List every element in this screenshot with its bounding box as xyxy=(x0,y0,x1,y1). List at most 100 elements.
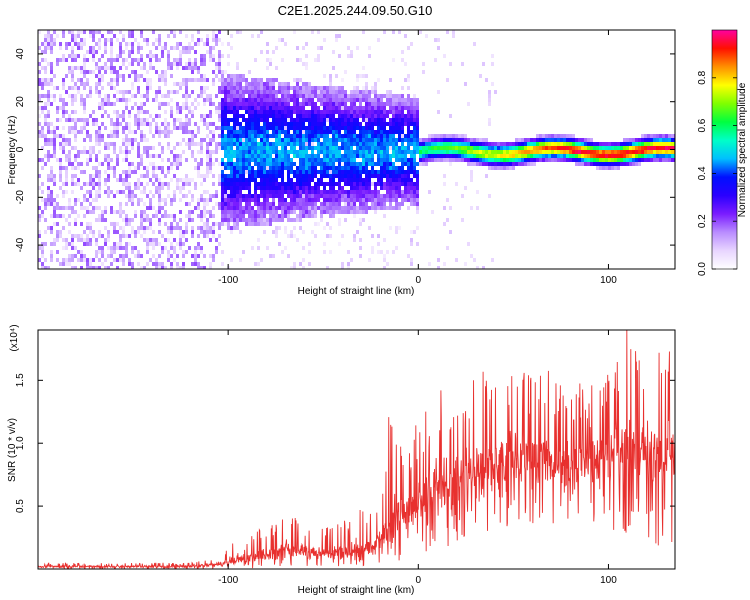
spectrogram-cell xyxy=(398,150,401,154)
spectrogram-cell xyxy=(305,190,308,194)
spectrogram-cell xyxy=(251,126,254,130)
spectrogram-cell xyxy=(338,98,341,102)
spectrogram-cell xyxy=(131,226,134,230)
spectrogram-cell xyxy=(605,150,608,154)
spectrogram-cell xyxy=(200,142,203,146)
spectrogram-cell xyxy=(401,106,404,110)
spectrogram-cell xyxy=(110,210,113,214)
spectrogram-cell xyxy=(512,146,515,150)
spectrogram-cell xyxy=(176,82,179,86)
spectrogram-cell xyxy=(320,46,323,50)
spectrogram-cell xyxy=(647,138,650,142)
spectrogram-cell xyxy=(98,250,101,254)
spectrogram-cell xyxy=(122,126,125,130)
spectrogram-cell xyxy=(395,174,398,178)
spectrogram-cell xyxy=(113,130,116,134)
spectrogram-cell xyxy=(668,138,671,142)
spectrogram-cell xyxy=(392,174,395,178)
spectrogram-cell xyxy=(146,182,149,186)
spectrogram-cell xyxy=(71,50,74,54)
spectrogram-cell xyxy=(275,206,278,210)
spectrogram-cell xyxy=(389,134,392,138)
spectrogram-cell xyxy=(263,230,266,234)
spectrogram-cell xyxy=(56,58,59,62)
spectrogram-cell xyxy=(536,158,539,162)
spectrogram-cell xyxy=(104,102,107,106)
spectrogram-cell xyxy=(137,142,140,146)
spectrogram-cell xyxy=(518,142,521,146)
spectrogram-cell xyxy=(158,38,161,42)
spectrogram-cell xyxy=(365,114,368,118)
spectrogram-cell xyxy=(203,226,206,230)
spectrogram-cell xyxy=(392,114,395,118)
spectrogram-cell xyxy=(284,186,287,190)
spectrogram-cell xyxy=(98,182,101,186)
spectrogram-cell xyxy=(347,202,350,206)
spectrogram-cell xyxy=(221,82,224,86)
spectrogram-cell xyxy=(53,134,56,138)
spectrogram-cell xyxy=(41,246,44,250)
spectrogram-cell xyxy=(317,142,320,146)
spectrogram-cell xyxy=(194,98,197,102)
spectrogram-cell xyxy=(170,74,173,78)
spectrogram-cell xyxy=(125,66,128,70)
spectrogram-cell xyxy=(662,138,665,142)
spectrogram-cell xyxy=(542,146,545,150)
spectrogram-cell xyxy=(383,142,386,146)
spectrogram-cell xyxy=(524,158,527,162)
spectrogram-cell xyxy=(392,122,395,126)
spectrogram-cell xyxy=(557,150,560,154)
spectrogram-cell xyxy=(368,118,371,122)
spectrogram-cell xyxy=(389,162,392,166)
spectrogram-cell xyxy=(356,126,359,130)
spectrogram-cell xyxy=(455,158,458,162)
spectrogram-cell xyxy=(296,122,299,126)
spectrogram-cell xyxy=(104,98,107,102)
spectrogram-cell xyxy=(77,162,80,166)
spectrogram-cell xyxy=(242,134,245,138)
spectrogram-cell xyxy=(167,166,170,170)
spectrogram-cell xyxy=(248,174,251,178)
spectrogram-cell xyxy=(134,118,137,122)
spectrogram-cell xyxy=(308,182,311,186)
spectrogram-cell xyxy=(407,102,410,106)
spectrogram-cell xyxy=(230,166,233,170)
spectrogram-cell xyxy=(431,150,434,154)
spectrogram-cell xyxy=(80,266,83,269)
spectrogram-cell xyxy=(125,122,128,126)
spectrogram-cell xyxy=(398,122,401,126)
spectrogram-cell xyxy=(305,186,308,190)
spectrogram-cell xyxy=(377,134,380,138)
spectrogram-cell xyxy=(89,146,92,150)
spectrogram-cell xyxy=(485,78,488,82)
spectrogram-cell xyxy=(461,218,464,222)
spectrogram-cell xyxy=(326,162,329,166)
spectrogram-cell xyxy=(335,182,338,186)
spectrogram-cell xyxy=(272,218,275,222)
spectrogram-cell xyxy=(410,102,413,106)
spectrogram-cell xyxy=(209,154,212,158)
spectrogram-cell xyxy=(368,194,371,198)
spectrogram-cell xyxy=(212,234,215,238)
spectrogram-cell xyxy=(59,142,62,146)
spectrogram-cell xyxy=(383,94,386,98)
spectrogram-cell xyxy=(101,106,104,110)
spectrogram-cell xyxy=(113,210,116,214)
spectrogram-cell xyxy=(422,162,425,166)
spectrogram-cell xyxy=(536,146,539,150)
spectrogram-cell xyxy=(68,214,71,218)
spectrogram-cell xyxy=(356,90,359,94)
spectrogram-cell xyxy=(305,134,308,138)
spectrogram-cell xyxy=(140,266,143,269)
spectrogram-cell xyxy=(476,150,479,154)
spectrogram-cell xyxy=(308,102,311,106)
spectrogram-cell xyxy=(314,206,317,210)
spectrogram-cell xyxy=(500,166,503,170)
spectrogram-cell xyxy=(65,242,68,246)
spectrogram-cell xyxy=(425,154,428,158)
spectrogram-cell xyxy=(215,202,218,206)
spectrogram-cell xyxy=(104,266,107,269)
spectrogram-cell xyxy=(296,238,299,242)
spectrogram-cell xyxy=(563,134,566,138)
spectrogram-cell xyxy=(557,138,560,142)
